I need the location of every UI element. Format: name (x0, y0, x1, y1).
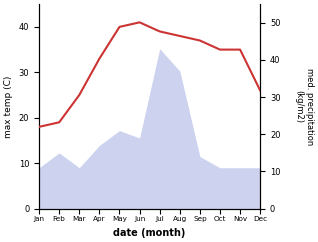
Y-axis label: max temp (C): max temp (C) (4, 75, 13, 138)
Y-axis label: med. precipitation
(kg/m2): med. precipitation (kg/m2) (294, 68, 314, 145)
X-axis label: date (month): date (month) (114, 228, 186, 238)
